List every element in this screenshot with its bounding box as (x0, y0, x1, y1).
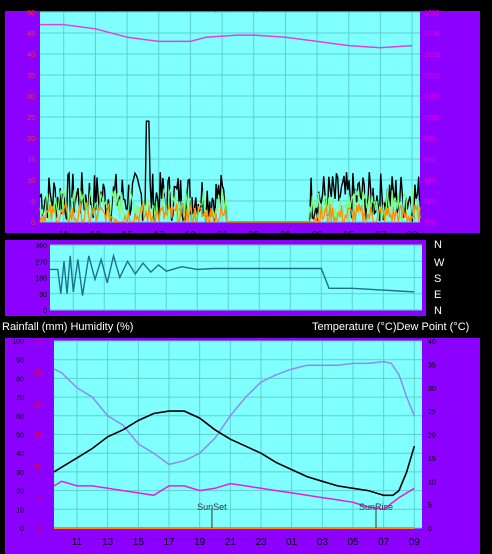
x-tick-label: 17 (163, 537, 175, 548)
x-tick-label: 05 (347, 537, 359, 548)
rain-tick-label: 5 (38, 495, 42, 502)
barometer-line (40, 23, 413, 49)
wind-tick-label: 50 (27, 10, 35, 17)
humidity-tick-label: 20 (16, 489, 24, 496)
wind-direction-line (50, 253, 415, 296)
x-tick-label: 15 (133, 537, 145, 548)
x-tick-label: 11 (59, 230, 70, 241)
x-tick-label: 03 (317, 537, 329, 548)
barometer-tick-label: 1025 (424, 10, 440, 17)
direction-tick-label: 0 (43, 308, 47, 315)
x-tick-label: 19 (185, 230, 197, 241)
barometer-tick-label: 990 (424, 157, 436, 164)
compass-label: W (434, 257, 445, 269)
x-tick-label: 15 (122, 230, 134, 241)
x-tick-label: 17 (153, 230, 165, 241)
humidity-tick-label: 70 (16, 395, 24, 402)
x-tick-label: 01 (286, 537, 298, 548)
x-tick-label: 21 (217, 230, 229, 241)
barometer-tick-label: 975 (424, 220, 436, 227)
x-tick-label: 19 (194, 537, 206, 548)
barometer-tick-label: 1020 (424, 31, 440, 38)
x-tick-label: 03 (312, 230, 324, 241)
temperature-tick-label: 15 (428, 456, 436, 463)
temperature-tick-label: 30 (428, 386, 436, 393)
temperature-tick-label: 5 (428, 503, 432, 510)
wind-tick-label: 20 (27, 136, 35, 143)
sunset-label: SunSet (197, 502, 227, 512)
rain-tick-label: 25 (34, 370, 42, 377)
lower-header-left: Rainfall (mm) Humidity (%) (2, 321, 133, 333)
temperature-line (53, 410, 416, 497)
humidity-tick-label: 10 (16, 507, 24, 514)
direction-tick-label: 270 (35, 259, 47, 266)
x-tick-label: 09 (407, 230, 419, 241)
rain-tick-label: 0 (38, 526, 42, 533)
header-graph-date: 24 hour graph day : 28 October 2019 (172, 0, 352, 12)
wind-tick-label: 45 (27, 31, 35, 38)
humidity-tick-label: 60 (16, 414, 24, 421)
rain-tick-label: 30 (34, 339, 42, 346)
barometer-tick-label: 1000 (424, 115, 440, 122)
wind-tick-label: 35 (27, 73, 35, 80)
wind-tick-label: 15 (27, 157, 35, 164)
x-tick-label: 09 (409, 537, 421, 548)
humidity-tick-label: 0 (20, 526, 24, 533)
barometer-tick-label: 985 (424, 178, 436, 185)
x-tick-label: 11 (72, 537, 83, 548)
temperature-tick-label: 35 (428, 362, 436, 369)
direction-tick-label: 180 (35, 276, 47, 283)
rain-tick-label: 20 (34, 401, 42, 408)
dewpoint-line (53, 480, 415, 511)
temperature-tick-label: 25 (428, 409, 436, 416)
x-tick-label: 13 (90, 230, 102, 241)
wind-tick-label: 40 (27, 52, 35, 59)
compass-label: N (434, 305, 442, 317)
temperature-tick-label: 0 (428, 526, 432, 533)
barometer-tick-label: 1005 (424, 94, 440, 101)
header-barometer-label: Barometer (hpa) (370, 0, 450, 12)
lower-header-right: Temperature (°C)Dew Point (°C) (312, 321, 469, 333)
x-tick-label: 01 (280, 230, 292, 241)
humidity-tick-label: 100 (12, 339, 24, 346)
compass-label: N (434, 239, 442, 251)
wind-tick-label: 5 (31, 199, 35, 206)
temperature-tick-label: 20 (428, 433, 436, 440)
humidity-line (53, 360, 415, 466)
sunrise-label: SunRise (359, 502, 393, 512)
barometer-tick-label: 1010 (424, 73, 440, 80)
x-tick-label: 07 (375, 230, 387, 241)
wind-tick-label: 25 (27, 115, 35, 122)
x-tick-label: 05 (343, 230, 355, 241)
barometer-tick-label: 1015 (424, 52, 440, 59)
wind-tick-label: 0 (31, 220, 35, 227)
wind-tick-label: 10 (27, 178, 35, 185)
x-tick-label: 07 (378, 537, 390, 548)
temperature-tick-label: 10 (428, 479, 436, 486)
direction-tick-label: 360 (35, 243, 47, 250)
humidity-tick-label: 40 (16, 451, 24, 458)
rain-tick-label: 10 (34, 464, 42, 471)
compass-label: S (434, 273, 441, 285)
x-tick-label: 23 (248, 230, 260, 241)
humidity-tick-label: 80 (16, 376, 24, 383)
humidity-tick-label: 50 (16, 433, 24, 440)
compass-label: E (434, 289, 441, 301)
humidity-tick-label: 90 (16, 358, 24, 365)
x-tick-label: 21 (225, 537, 237, 548)
temperature-tick-label: 40 (428, 339, 436, 346)
barometer-tick-label: 995 (424, 136, 436, 143)
x-tick-label: 13 (102, 537, 114, 548)
header-windspeed-label: Windspeed (kph) (34, 0, 117, 12)
humidity-tick-label: 30 (16, 470, 24, 477)
wind-tick-label: 30 (27, 94, 35, 101)
barometer-tick-label: 980 (424, 199, 436, 206)
x-tick-label: 23 (255, 537, 267, 548)
direction-tick-label: 90 (39, 292, 47, 299)
rain-tick-label: 15 (34, 433, 42, 440)
wind-average-line (39, 201, 421, 225)
